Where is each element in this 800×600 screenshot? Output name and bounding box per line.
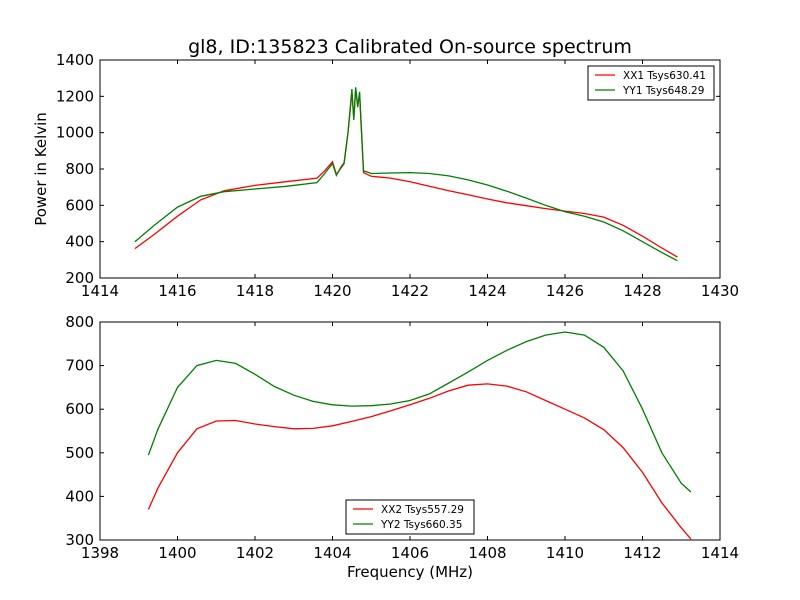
x-tick-label: 1398 <box>81 544 119 562</box>
x-tick-label: 1422 <box>391 282 429 300</box>
legend: XX1 Tsys630.41 YY1 Tsys648.29 <box>587 65 715 101</box>
x-tick-label: 1408 <box>468 544 506 562</box>
y-tick-label: 1200 <box>56 87 94 105</box>
y-tick-label: 1400 <box>56 51 94 69</box>
series-line-2-2 <box>147 331 692 493</box>
x-tick-label: 1404 <box>313 544 351 562</box>
y-tick-label: 800 <box>65 313 94 331</box>
y-tick-label: 600 <box>65 400 94 418</box>
y-tick-label: 600 <box>65 196 94 214</box>
x-tick-label: 1402 <box>236 544 274 562</box>
legend: XX2 Tsys557.29 YY2 Tsys660.35 <box>345 499 475 535</box>
y-tick-label: 300 <box>65 531 94 549</box>
y-tick-label: 500 <box>65 444 94 462</box>
x-tick-label: 1414 <box>81 282 119 300</box>
x-tick-label: 1424 <box>468 282 506 300</box>
figure-title: gl8, ID:135823 Calibrated On-source spec… <box>188 36 632 58</box>
x-tick-label: 1428 <box>623 282 661 300</box>
legend-box <box>587 65 715 101</box>
x-tick-label: 1420 <box>313 282 351 300</box>
x-tick-label: 1418 <box>236 282 274 300</box>
y-tick-label: 200 <box>65 269 94 287</box>
series-line-1-2 <box>134 87 678 262</box>
y-tick-label: 400 <box>65 233 94 251</box>
x-tick-label: 1406 <box>391 544 429 562</box>
x-tick-label: 1410 <box>546 544 584 562</box>
legend-label: XX1 Tsys630.41 <box>623 70 706 82</box>
x-axis-label: Frequency (MHz) <box>347 563 473 581</box>
series-line-2-1 <box>147 383 692 540</box>
y-tick-label: 800 <box>65 160 94 178</box>
x-tick-label: 1400 <box>158 544 196 562</box>
y-axis-label: Power in Kelvin <box>32 112 50 226</box>
y-tick-label: 400 <box>65 487 94 505</box>
legend-label: XX2 Tsys557.29 <box>381 504 464 516</box>
y-tick-label: 700 <box>65 357 94 375</box>
x-tick-label: 1414 <box>701 544 739 562</box>
x-tick-label: 1426 <box>546 282 584 300</box>
x-tick-label: 1416 <box>158 282 196 300</box>
x-tick-label: 1412 <box>623 544 661 562</box>
top-chart: 1414 1416 1418 1420 1422 1424 1426 1428 1430 200 4… <box>32 51 739 300</box>
legend-label: YY1 Tsys648.29 <box>622 85 704 97</box>
legend-label: YY2 Tsys660.35 <box>380 519 462 531</box>
bottom-chart: 1398 1400 1402 1404 1406 1408 1410 1412 1414 300 4… <box>65 313 739 581</box>
legend-box <box>345 499 475 535</box>
x-tick-label: 1430 <box>701 282 739 300</box>
y-tick-label: 1000 <box>56 124 94 142</box>
